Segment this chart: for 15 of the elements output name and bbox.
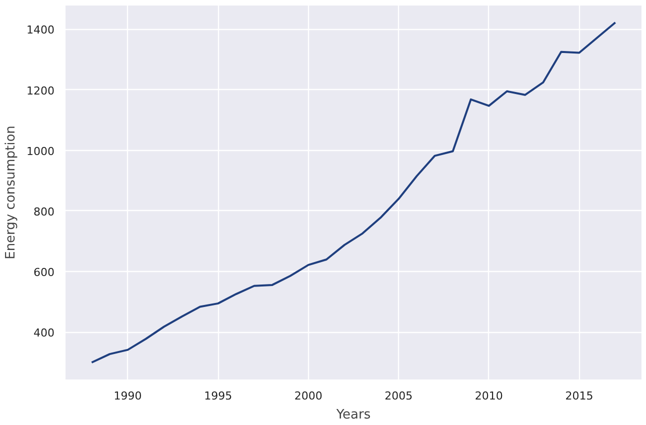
- line-series: [90, 21, 616, 364]
- x-tick-label: 2015: [565, 390, 594, 402]
- y-tick-label: 800: [34, 205, 55, 218]
- x-tick-label: 2000: [294, 390, 322, 402]
- y-tick-label: 400: [34, 326, 55, 340]
- x-tick-label: 2010: [474, 390, 503, 402]
- x-tick-label: 1990: [114, 390, 142, 402]
- y-tick-label: 600: [34, 266, 55, 280]
- x-tick-label: 2005: [384, 390, 413, 402]
- y-tick-label: 1000: [26, 144, 55, 158]
- y-tick-label: 1200: [26, 84, 55, 98]
- x-axis-title: Years: [335, 408, 371, 422]
- y-axis-title: Energy consumption: [4, 126, 19, 260]
- y-tick-label: 1400: [26, 24, 55, 37]
- x-tick-label: 1995: [204, 390, 232, 402]
